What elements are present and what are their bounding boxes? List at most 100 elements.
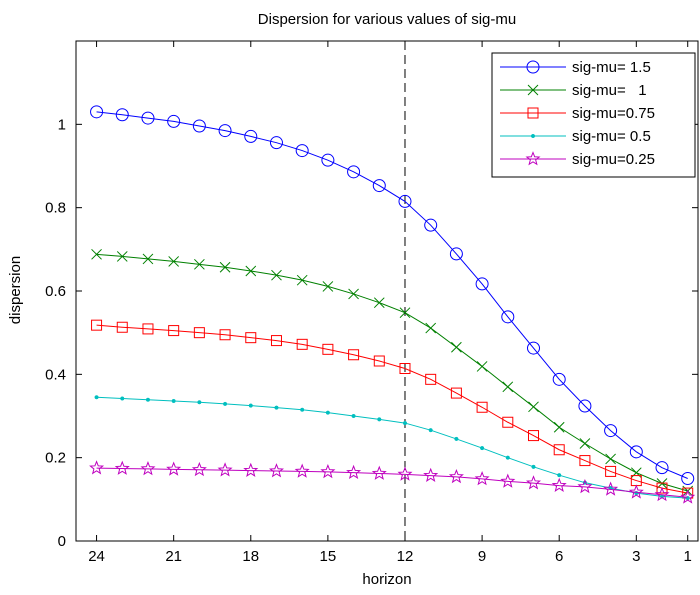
- data-point: [423, 467, 439, 482]
- series-5: [89, 460, 696, 504]
- data-point: [191, 461, 207, 477]
- data-point: [681, 472, 695, 485]
- data-point: [553, 444, 565, 456]
- data-point: [551, 477, 567, 492]
- data-point: [476, 401, 488, 413]
- data-point: [605, 465, 617, 477]
- data-point: [654, 486, 670, 502]
- data-point: [322, 281, 334, 292]
- data-point-stroke: [271, 269, 282, 281]
- plot-area: 24 21 18 15 12 9 6 3 1 0 0.2 0.4 0.6 0.8 1: [45, 40, 699, 565]
- data-point: [171, 398, 176, 404]
- series-line: [96, 324, 688, 494]
- data-point: [142, 253, 154, 265]
- chart-title: Dispersion for various values of sig-mu: [258, 11, 516, 28]
- series-2: [91, 248, 694, 497]
- series-1: [90, 105, 695, 485]
- data-point-stroke: [322, 281, 334, 292]
- data-point: [424, 218, 438, 232]
- data-point-stroke: [194, 258, 205, 270]
- data-point: [553, 421, 565, 433]
- data-point: [114, 460, 130, 475]
- x-tick-label: 24: [88, 548, 105, 565]
- data-point-stroke: [348, 288, 359, 300]
- data-point-stroke: [425, 322, 437, 334]
- x-tick-label: 15: [320, 548, 337, 565]
- data-point-stroke: [451, 341, 462, 353]
- data-point: [656, 482, 668, 494]
- data-point: [480, 446, 485, 451]
- data-point: [372, 179, 386, 193]
- data-point-stroke: [605, 453, 616, 465]
- data-point-stroke: [116, 251, 128, 262]
- data-point: [296, 274, 308, 286]
- legend-entry: sig-mu=0.25: [500, 151, 655, 168]
- data-point: [371, 465, 387, 480]
- data-point: [168, 256, 180, 267]
- data-point: [475, 277, 489, 291]
- data-point-stroke: [296, 274, 308, 286]
- legend-entry: sig-mu= 1: [500, 82, 647, 99]
- legend-entry: sig-mu=0.75: [500, 105, 655, 122]
- data-point: [197, 400, 202, 405]
- legend-box: [491, 52, 696, 178]
- data-point: [145, 397, 151, 402]
- data-point: [116, 251, 128, 262]
- data-point: [194, 258, 205, 270]
- data-point: [141, 111, 155, 125]
- data-point: [531, 464, 536, 469]
- x-tick-label: 18: [242, 548, 259, 565]
- data-point: [217, 462, 233, 477]
- x-tick-label: 12: [397, 548, 414, 565]
- data-point: [142, 323, 154, 335]
- data-point: [168, 325, 180, 337]
- series-4: [94, 395, 690, 501]
- data-point: [502, 381, 514, 393]
- data-point: [296, 338, 308, 350]
- data-point: [474, 471, 490, 486]
- data-point: [476, 361, 488, 372]
- data-point: [526, 60, 540, 74]
- data-point: [348, 288, 359, 300]
- data-point-stroke: [373, 297, 385, 309]
- data-point: [320, 463, 336, 479]
- data-point: [579, 438, 591, 449]
- data-point: [579, 455, 591, 467]
- data-point: [218, 124, 232, 138]
- data-point: [219, 329, 231, 341]
- data-point: [603, 481, 619, 496]
- data-point-stroke: [579, 438, 591, 449]
- data-point: [120, 396, 125, 401]
- data-point: [373, 297, 385, 309]
- data-point: [347, 165, 361, 179]
- data-point: [351, 413, 356, 419]
- data-point: [325, 410, 330, 415]
- legend-label: sig-mu= 1: [572, 82, 647, 99]
- data-point: [604, 424, 618, 438]
- data-point: [605, 453, 616, 465]
- data-point: [89, 460, 105, 475]
- x-axis-title: horizon: [362, 571, 411, 588]
- legend-entry: sig-mu= 0.5: [500, 128, 651, 145]
- data-point: [557, 473, 562, 478]
- data-point: [397, 466, 413, 481]
- y-tick-label: 0.8: [45, 200, 66, 217]
- data-point: [321, 153, 335, 167]
- data-point-stroke: [245, 265, 257, 277]
- legend-label: sig-mu= 0.5: [572, 128, 651, 145]
- data-point: [399, 363, 411, 374]
- data-point: [450, 387, 462, 399]
- data-point: [90, 105, 104, 119]
- data-point: [244, 129, 258, 143]
- data-point: [91, 319, 103, 331]
- data-point-stroke: [553, 421, 565, 433]
- data-point: [500, 473, 516, 488]
- data-point: [167, 114, 181, 128]
- data-point: [348, 349, 360, 361]
- data-point: [526, 475, 542, 490]
- y-tick-label: 0.2: [45, 450, 66, 467]
- data-point: [300, 407, 305, 412]
- y-tick-label: 1: [58, 116, 66, 133]
- data-point: [502, 416, 514, 428]
- data-point: [655, 461, 669, 475]
